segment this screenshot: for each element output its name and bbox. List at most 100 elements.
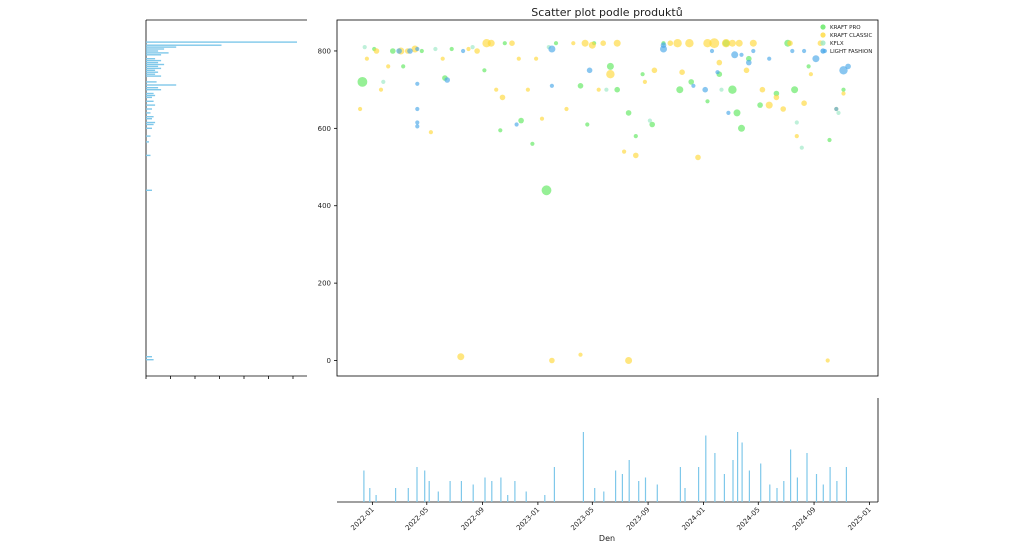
- legend-label: LIGHT FASHION: [830, 49, 872, 55]
- marginal-x-bar: [806, 453, 808, 502]
- scatter-point: [812, 55, 820, 63]
- scatter-point: [790, 48, 795, 54]
- scatter-point: [401, 64, 406, 69]
- marginal-x-bar: [656, 484, 658, 502]
- x-tick-label: 2022-05: [404, 506, 430, 532]
- scatter-point: [703, 39, 712, 48]
- scatter-point: [588, 41, 596, 49]
- scatter-point: [564, 106, 569, 112]
- scatter-point: [716, 59, 723, 66]
- scatter-point: [499, 94, 506, 101]
- scatter-point: [581, 39, 589, 47]
- scatter-point: [845, 63, 851, 70]
- marginal-y-bar: [146, 73, 156, 75]
- marginal-y-bar: [146, 104, 156, 106]
- scatter-point: [449, 46, 454, 52]
- legend-marker: [820, 48, 826, 54]
- marginal-x-bar: [644, 477, 647, 502]
- scatter-point: [364, 56, 369, 61]
- scatter-point: [586, 67, 593, 74]
- scatter-point: [577, 83, 584, 89]
- marginal-x-bar: [845, 467, 847, 502]
- scatter-point: [444, 77, 451, 83]
- scatter-point: [415, 106, 420, 112]
- scatter-point: [676, 86, 684, 94]
- marginal-y-bar: [146, 121, 156, 124]
- marginal-y-bar: [146, 127, 152, 129]
- scatter-point: [834, 106, 839, 112]
- marginal-y-bar: [146, 96, 152, 99]
- scatter-point: [640, 72, 645, 77]
- y-tick-label: 800: [318, 47, 331, 55]
- scatter-point: [825, 358, 830, 363]
- scatter-point: [625, 357, 633, 364]
- scatter-point: [470, 45, 475, 50]
- scatter-point: [549, 357, 555, 364]
- scatter-point: [498, 128, 503, 133]
- x-tick-label: 2022-01: [349, 506, 375, 532]
- marginal-y-bar: [146, 52, 169, 54]
- marginal-x-bar: [705, 435, 707, 502]
- marginal-x-bar: [472, 484, 474, 502]
- marginal-x-bar: [437, 491, 439, 502]
- y-tick-label: 400: [318, 202, 331, 210]
- scatter-point: [433, 46, 438, 52]
- scatter-point: [614, 86, 620, 93]
- legend-label: KRAFT PRO: [830, 25, 861, 31]
- scatter-point: [530, 141, 535, 146]
- legend-marker: [820, 32, 826, 38]
- legend-label: KFLX: [830, 41, 844, 47]
- marginal-y-bar: [146, 112, 151, 114]
- scatter-point: [647, 118, 653, 123]
- scatter-point: [357, 77, 368, 87]
- scatter-point: [548, 45, 556, 53]
- scatter-point: [622, 149, 627, 154]
- marginal-x-axes: 2022-01 2022-05 2022-09 2023-01 2023-05 2023-…: [337, 398, 879, 543]
- scatter-point: [390, 48, 396, 54]
- scatter-point: [625, 110, 632, 116]
- marginal-y-bar: [146, 44, 222, 46]
- scatter-point: [765, 101, 773, 109]
- marginal-x-bar: [582, 432, 584, 502]
- scatter-point: [518, 117, 524, 124]
- scatter-point: [757, 102, 763, 108]
- marginal-x-bar: [714, 453, 716, 502]
- scatter-point: [673, 39, 682, 48]
- marginal-x-bar: [507, 495, 509, 502]
- marginal-y-bar: [146, 61, 159, 64]
- x-tick-label: 2023-09: [625, 506, 651, 532]
- scatter-point: [709, 38, 720, 49]
- scatter-point: [735, 39, 743, 47]
- scatter-point: [695, 154, 701, 161]
- scatter-point: [428, 130, 433, 135]
- scatter-points: [357, 38, 851, 364]
- x-tick-label: 2023-05: [569, 506, 595, 532]
- scatter-point: [733, 109, 741, 117]
- marginal-y-bars: [146, 41, 297, 361]
- marginal-x-bar: [796, 477, 798, 502]
- marginal-x-bar: [737, 432, 739, 502]
- marginal-x-bar: [428, 481, 430, 502]
- marginal-y-bar: [146, 123, 154, 126]
- marginal-x-bar: [525, 491, 527, 502]
- scatter-point: [415, 46, 420, 52]
- marginal-x-bar: [732, 460, 734, 502]
- scatter-point: [787, 40, 793, 46]
- y-tick-label: 200: [318, 280, 331, 288]
- marginal-x-bar: [594, 488, 596, 502]
- marginal-y-bar: [146, 71, 159, 73]
- marginal-x-bar: [723, 474, 725, 502]
- scatter-point: [841, 87, 846, 92]
- scatter-point: [553, 41, 559, 46]
- marginal-y-bar: [146, 41, 297, 43]
- scatter-point: [396, 48, 402, 54]
- marginal-x-bar: [449, 481, 451, 502]
- x-tick-label: 2024-05: [735, 506, 761, 532]
- marginal-x-bar: [628, 460, 630, 502]
- scatter-point: [633, 134, 638, 139]
- marginal-y-axes: [145, 19, 307, 379]
- marginal-y-bar: [146, 75, 162, 77]
- scatter-point: [386, 64, 391, 69]
- scatter-point: [509, 40, 515, 46]
- scatter-point: [802, 48, 807, 54]
